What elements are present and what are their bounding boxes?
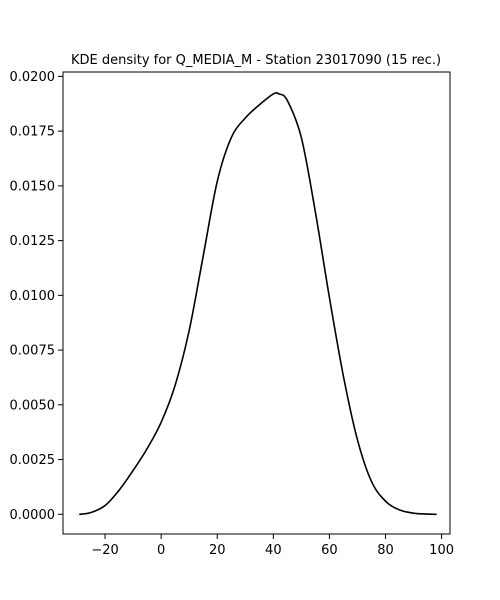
chart-title: KDE density for Q_MEDIA_M - Station 2301… (71, 53, 441, 68)
x-tick-label: 0 (157, 543, 165, 558)
x-tick-label: 100 (429, 543, 454, 558)
density-curve (79, 92, 437, 516)
plot-area (79, 92, 437, 516)
x-tick-label: 60 (321, 543, 338, 558)
y-tick-label: 0.0125 (10, 234, 56, 249)
y-tick-label: 0.0200 (10, 70, 56, 85)
y-tick-label: 0.0100 (10, 289, 56, 304)
axes-frame (62, 71, 451, 535)
x-tick-label: −20 (91, 543, 118, 558)
x-tick-label: 20 (209, 543, 226, 558)
y-tick-label: 0.0150 (10, 179, 56, 194)
y-tick-label: 0.0025 (10, 453, 56, 468)
x-tick-label: 40 (265, 543, 282, 558)
y-tick-label: 0.0175 (10, 125, 56, 140)
y-tick-label: 0.0050 (10, 398, 56, 413)
y-tick-label: 0.0075 (10, 344, 56, 359)
x-tick-label: 80 (377, 543, 394, 558)
axes: −20 0 20 40 60 80 100 0.0000 0.0025 0.0050 0.0075 0… (10, 70, 455, 558)
y-tick-label: 0.0000 (10, 508, 56, 523)
